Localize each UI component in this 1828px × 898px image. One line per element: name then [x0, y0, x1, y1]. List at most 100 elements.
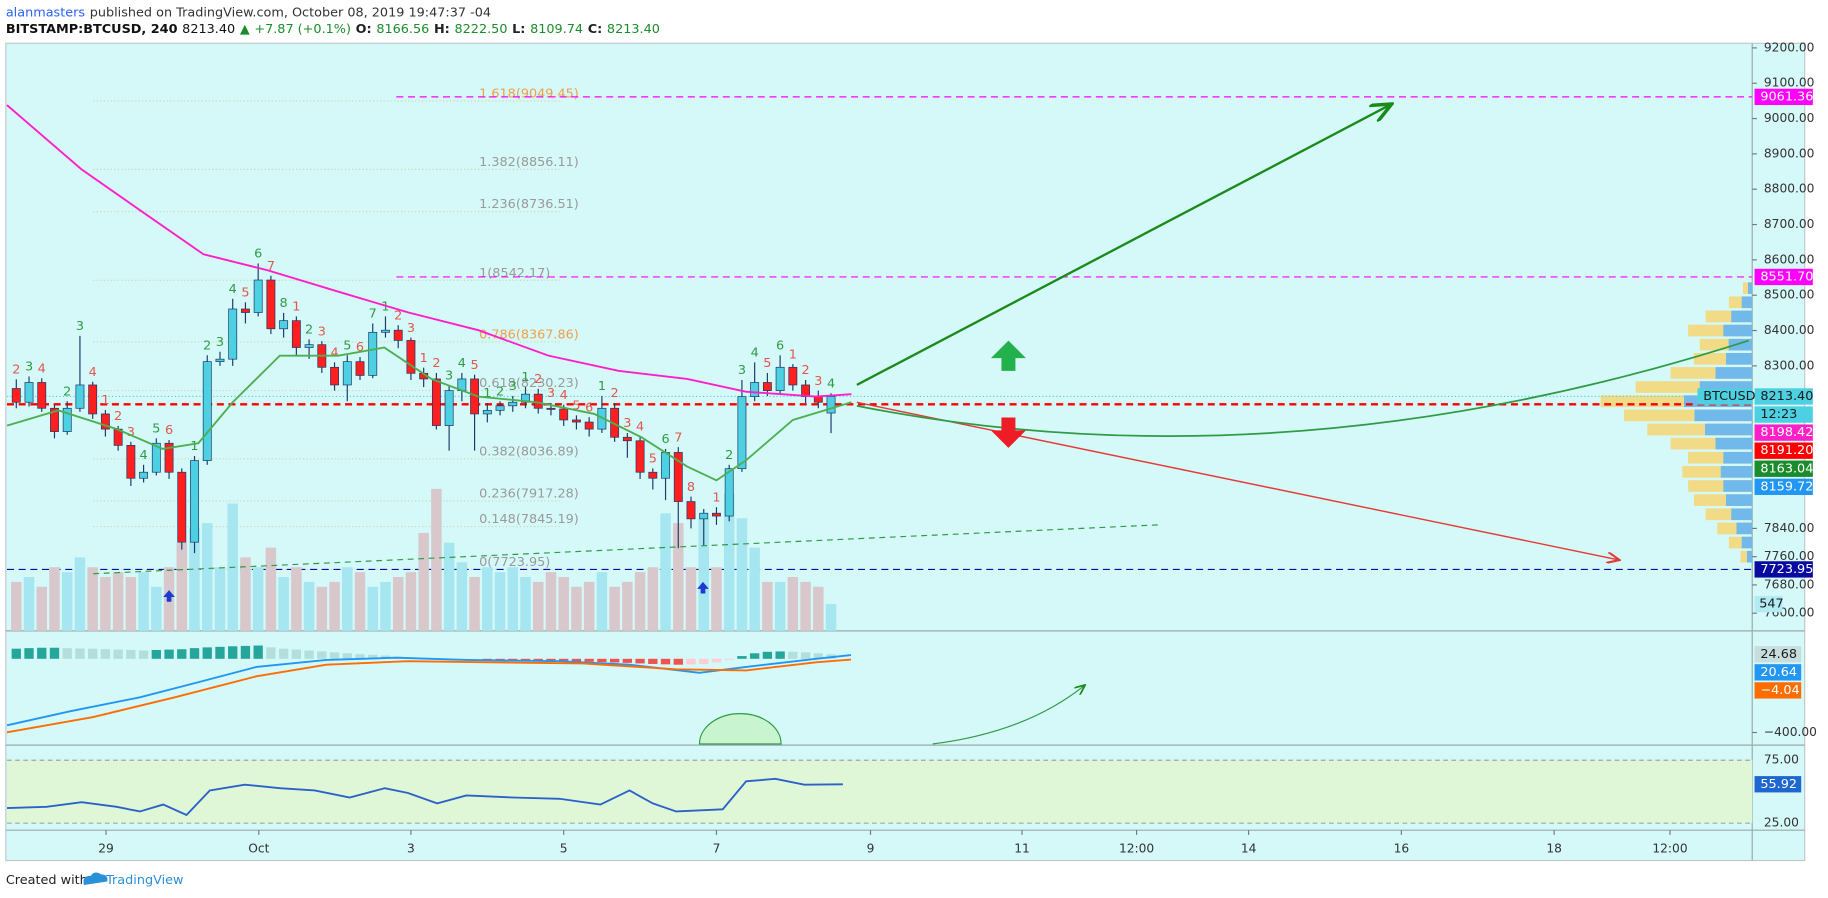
volume-bar: [74, 557, 86, 631]
x-tick-label: 14: [1241, 841, 1257, 855]
macd-histogram-bar: [240, 645, 251, 659]
td-count: 7: [369, 307, 377, 322]
candle-body: [712, 512, 721, 517]
volume-bar: [151, 586, 162, 631]
header-text: L:: [512, 22, 525, 37]
td-count: 1: [712, 490, 720, 505]
macd-histogram-bar: [546, 658, 556, 662]
footer-text: Created with: [6, 873, 88, 888]
candle-body: [788, 366, 798, 386]
volume-profile-bar: [1693, 494, 1753, 506]
candle-body: [37, 382, 47, 409]
macd-histogram-bar: [62, 648, 72, 659]
td-count: 2: [63, 384, 71, 399]
volume-bar: [23, 577, 35, 631]
macd-arrow: [932, 686, 1085, 745]
volume-profile-bar: [1693, 352, 1753, 365]
volume-bar: [456, 562, 468, 631]
volume-profile-bar: [1635, 381, 1753, 393]
candle-body: [775, 366, 785, 391]
volume-bar: [367, 586, 378, 631]
volume-bar: [469, 577, 480, 631]
candle-body: [253, 279, 263, 313]
macd-histogram-bar: [317, 651, 327, 659]
candle-body: [24, 382, 34, 403]
volume-bar: [176, 542, 188, 631]
header-text: 8222.50: [454, 22, 507, 37]
drawings: [93, 105, 1749, 745]
candle-body: [750, 382, 760, 397]
y-tick-label: 7840.00: [1764, 521, 1815, 535]
macd-line: [6, 658, 852, 734]
candle-body: [521, 393, 530, 403]
volume-profile-bar: [1647, 423, 1753, 436]
value-label-box: [1754, 776, 1802, 793]
macd-histogram-bar: [49, 647, 60, 659]
candle-body: [762, 382, 772, 391]
volume-bar: [125, 577, 137, 631]
macd-histogram-bar: [737, 656, 747, 659]
volume-profile-bar-up: [1715, 437, 1753, 450]
fib-label: 1(8542.17): [479, 266, 550, 281]
candle-body: [661, 452, 670, 479]
volume-profile-bar-up: [1705, 423, 1753, 436]
candle-body: [50, 407, 59, 432]
moving-average: [6, 104, 852, 398]
volume-profile-bar: [1728, 296, 1753, 309]
x-tick-label: Oct: [248, 841, 269, 855]
macd-histogram-bar: [724, 658, 734, 660]
td-count: 2: [12, 362, 20, 377]
volume-bar: [596, 572, 608, 631]
td-count: 1: [598, 379, 606, 394]
volume-bar: [342, 567, 353, 631]
signal-arrow: [697, 581, 709, 594]
fib-label: 0.148(7845.19): [479, 512, 579, 527]
candle-body: [699, 512, 709, 520]
price-label-box: [1754, 561, 1813, 578]
candle-body: [279, 320, 289, 330]
y-tick-label: 8700.00: [1764, 217, 1815, 231]
macd-histogram-bar: [762, 651, 773, 659]
candle-body: [635, 440, 645, 473]
macd-histogram-bar: [520, 658, 531, 661]
fib-label: 0(7723.95): [479, 555, 550, 570]
big-down-arrow: [990, 417, 1026, 448]
footer-brand[interactable]: TradingView: [105, 873, 183, 888]
big-up-arrow: [990, 340, 1026, 371]
macd-histogram-bar: [151, 649, 161, 659]
volume-bar: [787, 577, 799, 631]
macd-histogram-bar: [304, 650, 314, 659]
td-count: 3: [127, 425, 135, 440]
volume-bar: [532, 581, 544, 631]
td-count: 6: [661, 432, 669, 447]
td-count: 2: [496, 384, 504, 399]
volume-bar: [11, 581, 22, 631]
candle-body: [126, 445, 136, 479]
projection-curve: [856, 339, 1749, 437]
volume-bar: [252, 567, 264, 631]
volume-bar: [634, 572, 646, 631]
td-count: 2: [114, 409, 122, 424]
macd-histogram-bar: [278, 648, 289, 659]
td-count: 1: [101, 393, 109, 408]
y-tick-label: 7680.00: [1764, 577, 1815, 591]
macd-histogram-bar: [699, 658, 709, 664]
volume-bar: [201, 523, 213, 631]
value-label: −4.04: [1760, 683, 1799, 698]
candle-body: [202, 361, 212, 461]
td-count: 1: [521, 370, 529, 385]
td-count: 2: [432, 356, 440, 371]
macd-histogram-bar: [253, 645, 263, 659]
macd-histogram-bar: [266, 647, 276, 659]
moving-average: [6, 346, 852, 482]
fib-label: 0.382(8036.89): [479, 444, 579, 459]
macd-histogram-bar: [800, 652, 811, 659]
volume-profile-bar: [1600, 395, 1753, 408]
macd-histogram-bar: [508, 658, 518, 661]
candle-body: [686, 501, 696, 520]
candle-body: [368, 331, 378, 376]
candle-body: [648, 471, 658, 479]
macd-histogram-bar: [788, 651, 798, 659]
fib-label: 0.618(8230.23): [479, 376, 579, 391]
macd-histogram-bar: [37, 647, 47, 659]
